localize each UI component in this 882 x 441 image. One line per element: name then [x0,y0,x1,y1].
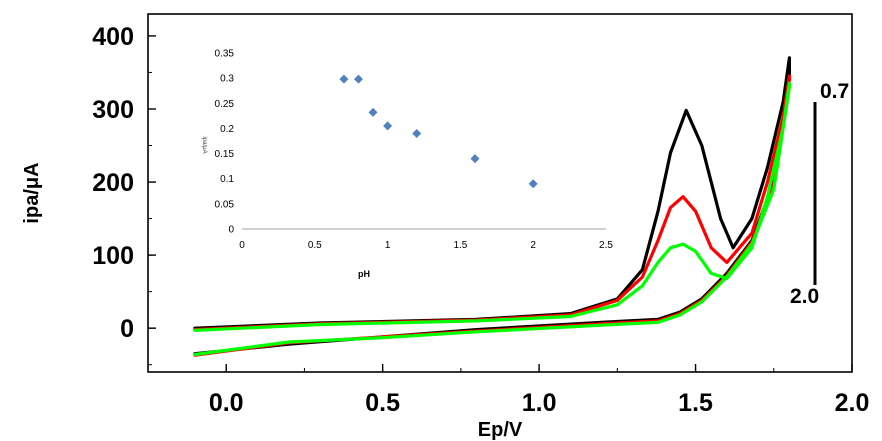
inset-y-tick-label: 0.05 [215,199,235,210]
inset-x-tick-label: 0.5 [308,240,322,251]
x-tick-label: 1.0 [522,389,557,417]
inset-x-tick-label: 2.5 [599,240,613,251]
inset-x-tick-label: 1 [385,240,391,251]
cv-curve-0 [193,56,791,356]
inset-y-tick-label: 0.25 [215,99,235,110]
inset-y-tick-label: 0.35 [215,49,235,60]
inset-x-axis-title: pH [358,269,370,279]
inset-y-ticks: 0 0.05 0.1 0.15 0.2 0.25 0.3 0.35 [215,49,235,236]
inset-y-tick-label: 0.1 [220,174,234,185]
x-tick-label: 0.0 [209,389,244,417]
x-axis-title: Ep/V [478,419,523,441]
inset-data-point [353,74,363,84]
inset-x-tick-label: 2 [530,240,536,251]
y-axis-title: ipa/μA [21,162,43,223]
inset-y-tick-label: 0.15 [215,149,235,160]
inset-data-point [383,121,393,131]
inset-plot: 0 0.5 1 1.5 2 2.5 00.050.10.150.20.250.30.35 … [201,49,613,280]
y-tick-label: 100 [92,242,134,270]
scan-legend: 0.7 2.0 [790,80,849,308]
inset-x-tick-label: 1.5 [453,240,467,251]
cv-curve-1 [193,74,791,357]
main-x-ticks: 0.0 0.5 1.0 1.5 2.0 [147,364,870,417]
legend-label-bottom: 2.0 [790,285,819,308]
inset-y-axis-title: ipa/μA [201,136,207,153]
inset-data-point [368,107,378,117]
inset-x-tick-label: 0 [239,240,245,251]
inset-data-point [339,74,349,84]
main-series-group [193,56,791,357]
main-plot-frame [147,13,853,373]
inset-y-tick-label: 0.2 [220,124,234,135]
inset-y-tick-label: 0 [228,225,234,236]
inset-points [339,74,538,189]
inset-data-point [470,154,480,164]
main-y-ticks: 0 100 200 300 400 [92,23,156,366]
y-tick-label: 200 [92,169,134,197]
inset-data-point [412,128,422,138]
inset-y-tick-label: 0.3 [220,74,234,85]
x-tick-label: 0.5 [365,389,400,417]
cv-curve-2 [193,81,791,357]
y-tick-label: 0 [120,315,134,343]
legend-label-top: 0.7 [820,80,849,103]
y-tick-label: 400 [92,23,134,51]
inset-data-point [528,179,538,189]
y-tick-label: 300 [92,96,134,124]
x-tick-label: 1.5 [678,389,713,417]
inset-x-ticks: 0 0.5 1 1.5 2 2.5 [239,240,613,251]
x-tick-label: 2.0 [835,389,870,417]
